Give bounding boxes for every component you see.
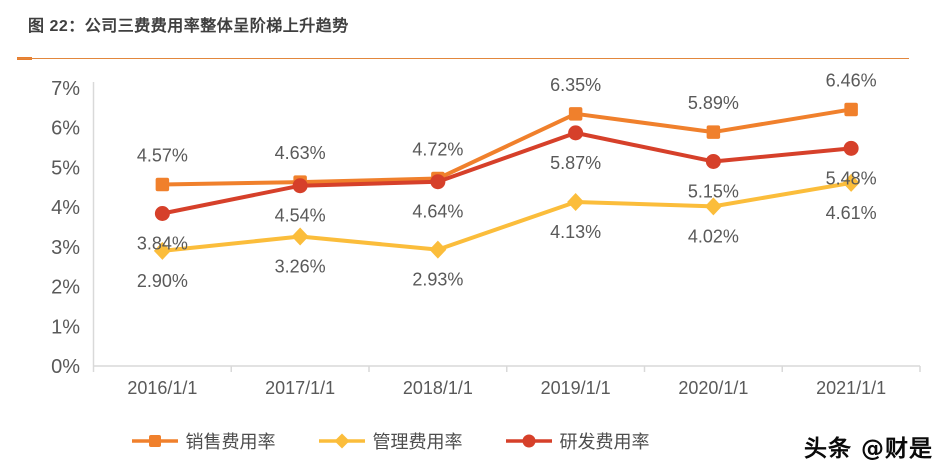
- y-tick-label: 7%: [51, 78, 80, 100]
- x-tick-label: 2021/1/1: [816, 378, 886, 398]
- x-tick-label: 2017/1/1: [265, 378, 335, 398]
- series-sales-expense-rate-point: [706, 125, 721, 139]
- data-label-sales-expense-rate: 6.35%: [550, 75, 601, 95]
- legend-label: 研发费用率: [559, 432, 650, 452]
- series-rd-expense-rate-point: [154, 205, 170, 221]
- data-label-rd-expense-rate: 4.64%: [412, 202, 463, 222]
- line-chart: 0% 1% 2% 3% 4% 5% 6% 7% 2016/1/1 2017/1/1 2018/1/1…: [51, 70, 921, 398]
- legend-label: 销售费用率: [185, 432, 276, 452]
- series-rd-expense-rate-point: [705, 153, 721, 169]
- chart-legend: 销售费用率 管理费用率 研发费用率: [0, 428, 780, 454]
- data-label-sales-expense-rate: 6.46%: [826, 70, 877, 90]
- legend-item-sales-expense-rate: 销售费用率: [131, 428, 276, 454]
- data-label-admin-expense-rate: 4.02%: [688, 226, 739, 246]
- x-tick-label: 2019/1/1: [541, 378, 611, 398]
- figure-title: 图 22：公司三费费用率整体呈阶梯上升趋势: [28, 18, 349, 35]
- legend-marker-square-icon: [131, 435, 178, 447]
- data-label-admin-expense-rate: 3.26%: [275, 257, 326, 277]
- y-tick-label: 2%: [51, 277, 80, 299]
- data-label-sales-expense-rate: 4.63%: [275, 143, 326, 163]
- y-tick-label: 3%: [51, 237, 80, 259]
- series-admin-expense-rate-point: [153, 241, 171, 260]
- x-tick-label: 2020/1/1: [678, 378, 748, 398]
- series-rd-expense-rate-line: [160, 130, 854, 216]
- series-sales-expense-rate-point: [844, 102, 858, 117]
- series-sales-expense-rate-line: [160, 107, 854, 187]
- legend-item-admin-expense-rate: 管理费用率: [318, 428, 463, 454]
- legend-marker-circle-icon: [505, 434, 552, 448]
- y-tick-label: 5%: [51, 157, 80, 179]
- x-tick-label: 2018/1/1: [403, 378, 473, 398]
- series-rd-expense-rate-point: [843, 140, 859, 156]
- series-rd-expense-rate-point: [430, 174, 446, 190]
- data-label-rd-expense-rate: 3.84%: [137, 233, 188, 253]
- series-sales-expense-rate-point: [155, 177, 170, 192]
- data-label-admin-expense-rate: 4.13%: [550, 222, 601, 242]
- divider-line: [17, 58, 909, 59]
- data-label-rd-expense-rate: 5.15%: [688, 181, 739, 201]
- data-label-sales-expense-rate: 4.72%: [412, 140, 463, 160]
- data-label-admin-expense-rate: 2.90%: [137, 271, 188, 291]
- series-admin-expense-rate-point: [291, 227, 309, 246]
- diamond-marker-icon: [334, 433, 349, 449]
- data-label-rd-expense-rate: 4.54%: [275, 206, 326, 226]
- y-tick-label: 1%: [51, 316, 80, 338]
- legend-item-rd-expense-rate: 研发费用率: [505, 428, 650, 454]
- series-rd-expense-rate-point: [292, 178, 308, 194]
- circle-marker-icon: [522, 434, 535, 448]
- square-marker-icon: [148, 435, 161, 447]
- legend-label: 管理费用率: [372, 432, 463, 452]
- data-label-sales-expense-rate: 5.89%: [688, 93, 739, 113]
- data-label-admin-expense-rate: 4.61%: [826, 203, 877, 223]
- y-tick-label: 0%: [51, 356, 80, 378]
- data-label-admin-expense-rate: 2.93%: [412, 270, 463, 290]
- series-admin-expense-rate-point: [429, 240, 447, 259]
- y-tick-label: 6%: [51, 118, 80, 140]
- series-admin-expense-rate-point: [567, 192, 585, 211]
- legend-marker-diamond-icon: [318, 433, 365, 449]
- data-label-rd-expense-rate: 5.87%: [550, 153, 601, 173]
- series-rd-expense-rate-point: [568, 125, 584, 141]
- x-tick-label: 2016/1/1: [127, 378, 197, 398]
- series-admin-expense-rate-point: [704, 197, 722, 216]
- series-admin-expense-rate-line: [160, 180, 854, 253]
- series-admin-expense-rate-point: [842, 173, 860, 192]
- data-label-rd-expense-rate: 5.48%: [826, 168, 877, 188]
- data-label-sales-expense-rate: 4.57%: [137, 146, 188, 166]
- series-sales-expense-rate-point: [568, 107, 583, 121]
- watermark-toutiao-caishi: 头条 @财是: [803, 436, 933, 462]
- y-tick-label: 4%: [51, 197, 80, 219]
